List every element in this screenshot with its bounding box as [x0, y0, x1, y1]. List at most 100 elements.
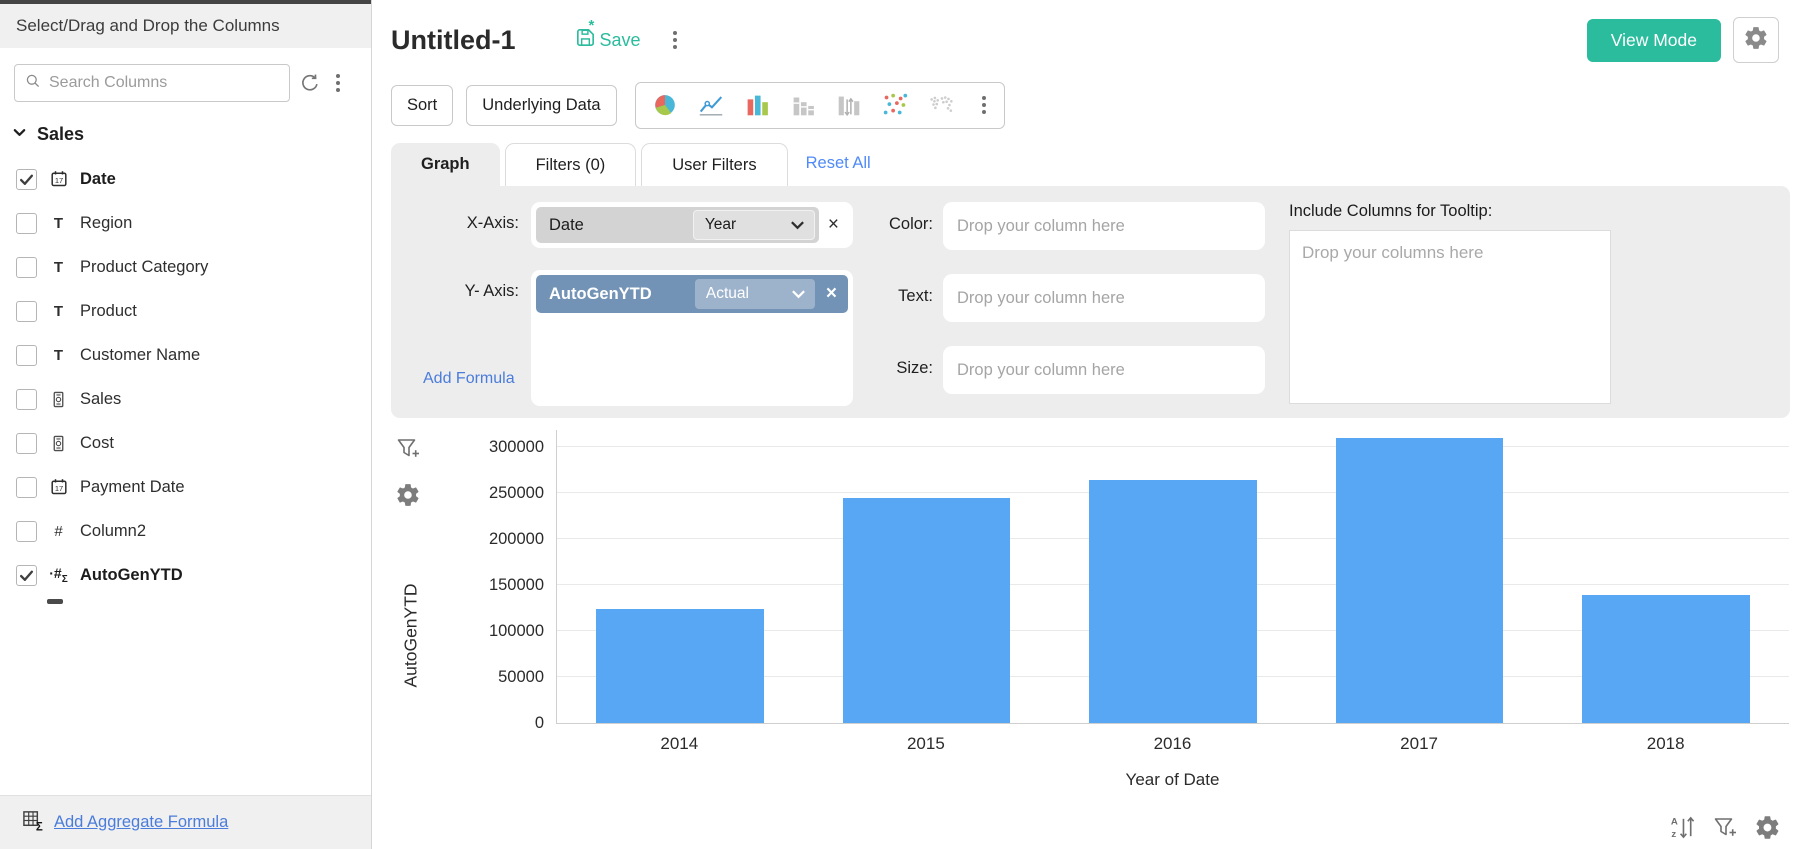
chart-settings-gear-icon[interactable] — [395, 482, 421, 508]
refresh-icon[interactable] — [299, 72, 321, 94]
x-axis-remove-icon[interactable]: × — [827, 214, 839, 235]
column-checkbox[interactable] — [16, 300, 37, 322]
column-item-product[interactable]: T Product — [0, 289, 371, 333]
axis-config-panel: X-Axis: Date Year × Y- Axis: Ad — [391, 186, 1790, 418]
column-checkbox[interactable] — [16, 476, 37, 498]
y-axis-column-pill[interactable]: AutoGenYTD Actual × — [536, 275, 848, 313]
reset-all-link[interactable]: Reset All — [805, 154, 871, 172]
text-type-icon: T — [53, 302, 64, 320]
x-axis-aggregation-select[interactable]: Year — [692, 210, 815, 240]
x-axis-column-pill[interactable]: Date Year — [536, 207, 819, 243]
column-checkbox[interactable] — [16, 388, 37, 410]
bar-2015[interactable] — [842, 498, 1011, 723]
view-mode-button[interactable]: View Mode — [1586, 18, 1721, 62]
filter-icon[interactable] — [1712, 815, 1738, 841]
tab-user-filters[interactable]: User Filters — [641, 143, 788, 186]
x-axis-dropzone[interactable]: Date Year × — [531, 202, 853, 248]
x-axis-tick-labels: 2014 2015 2016 2017 2018 — [556, 734, 1789, 754]
bar-chart-icon[interactable] — [736, 88, 778, 122]
y-axis-tick-label: 250000 — [488, 484, 544, 503]
header-more-kebab-icon[interactable] — [667, 27, 683, 53]
text-label: Text: — [898, 287, 933, 305]
save-button[interactable]: * Save — [574, 17, 641, 54]
bar-2018[interactable] — [1582, 595, 1750, 723]
sort-button[interactable]: Sort — [391, 84, 454, 126]
size-dropzone[interactable]: Drop your column here — [943, 346, 1265, 394]
table-section-sales[interactable]: Sales — [0, 108, 371, 149]
y-axis-tick-label: 50000 — [498, 668, 544, 687]
chart-types-more-kebab-icon[interactable] — [976, 92, 992, 118]
text-type-icon: T — [53, 258, 64, 276]
y-axis-tick-label: 100000 — [488, 622, 544, 641]
tab-graph[interactable]: Graph — [391, 143, 500, 186]
unsaved-asterisk: * — [588, 17, 595, 34]
color-dropzone[interactable]: Drop your column here — [943, 202, 1265, 250]
grouped-bar-chart-icon[interactable] — [828, 88, 870, 122]
main-header: Untitled-1 * Save View Mode — [373, 0, 1803, 80]
add-filter-icon[interactable] — [395, 436, 421, 462]
column-checkbox[interactable] — [16, 520, 37, 542]
underlying-data-button[interactable]: Underlying Data — [466, 84, 617, 126]
add-formula-link[interactable]: Add Formula — [423, 370, 515, 387]
svg-text:z: z — [1671, 829, 1676, 840]
column-checkbox[interactable] — [16, 344, 37, 366]
column-item-product-category[interactable]: T Product Category — [0, 245, 371, 289]
y-axis-dropzone[interactable]: AutoGenYTD Actual × — [531, 270, 853, 406]
y-axis-tick-label: 150000 — [488, 576, 544, 595]
stacked-bar-chart-icon[interactable] — [782, 88, 824, 122]
bar-2016[interactable] — [1089, 480, 1257, 723]
size-label: Size: — [896, 359, 933, 377]
search-box[interactable] — [14, 64, 290, 102]
table-section-label: Sales — [37, 124, 85, 144]
column-checkbox[interactable] — [16, 256, 37, 278]
x-axis-label: X-Axis: — [466, 214, 519, 232]
size-row: Size: Drop your column here — [873, 346, 1285, 394]
column-checkbox[interactable] — [16, 168, 37, 190]
y-axis-remove-icon[interactable]: × — [825, 283, 837, 304]
formula-type-icon: ·#Σ — [49, 565, 68, 585]
search-input[interactable] — [49, 74, 279, 92]
column-item-autogenytd[interactable]: ·#Σ AutoGenYTD — [0, 553, 371, 597]
bar-2014[interactable] — [596, 609, 764, 723]
chart-type-group — [634, 81, 1005, 129]
column-item-sales[interactable]: Sales — [0, 377, 371, 421]
columns-sidebar: Select/Drag and Drop the Columns Sales 1… — [0, 0, 372, 849]
add-aggregate-formula-link[interactable]: Add Aggregate Formula — [54, 813, 229, 831]
checkmark-icon — [19, 570, 34, 581]
tabs-row: Graph Filters (0) User Filters Reset All — [373, 143, 1803, 186]
chart-options-gear-icon[interactable] — [1754, 814, 1781, 841]
column-item-customer-name[interactable]: T Customer Name — [0, 333, 371, 377]
currency-type-icon — [53, 391, 64, 407]
text-row: Text: Drop your column here — [873, 274, 1285, 322]
save-label: Save — [599, 29, 641, 50]
aggregate-formula-icon: Σ — [22, 809, 45, 837]
column-item-date[interactable]: 17 Date — [0, 157, 371, 201]
column-item-payment-date[interactable]: 17 Payment Date — [0, 465, 371, 509]
size-placeholder: Drop your column here — [957, 360, 1125, 379]
line-chart-icon[interactable] — [690, 88, 732, 122]
y-axis-aggregation-select[interactable]: Actual — [694, 279, 815, 309]
sidebar-menu-kebab-icon[interactable] — [330, 70, 346, 96]
settings-button[interactable] — [1733, 17, 1779, 63]
column-item-column2[interactable]: # Column2 — [0, 509, 371, 553]
sidebar-header: Select/Drag and Drop the Columns — [0, 4, 371, 48]
column-list: 17 Date T Region T Product Category T Product T C… — [0, 149, 371, 795]
scatter-plot-icon[interactable] — [874, 88, 916, 122]
svg-text:Σ: Σ — [36, 821, 43, 831]
tooltip-dropzone[interactable]: Drop your columns here — [1289, 230, 1611, 404]
pie-chart-icon[interactable] — [644, 88, 686, 122]
x-axis-row: X-Axis: Date Year × — [391, 202, 873, 248]
column-checkbox[interactable] — [16, 432, 37, 454]
column-checkbox[interactable] — [16, 564, 37, 586]
column-checkbox[interactable] — [16, 212, 37, 234]
column-item-cost[interactable]: Cost — [0, 421, 371, 465]
column-label: Product — [80, 301, 137, 320]
column-item-region[interactable]: T Region — [0, 201, 371, 245]
sidebar-top-strip — [0, 0, 371, 4]
map-chart-icon[interactable] — [920, 88, 962, 122]
bar-2017[interactable] — [1335, 438, 1504, 723]
text-dropzone[interactable]: Drop your column here — [943, 274, 1265, 322]
tab-filters[interactable]: Filters (0) — [504, 143, 637, 186]
currency-type-icon — [53, 435, 64, 451]
